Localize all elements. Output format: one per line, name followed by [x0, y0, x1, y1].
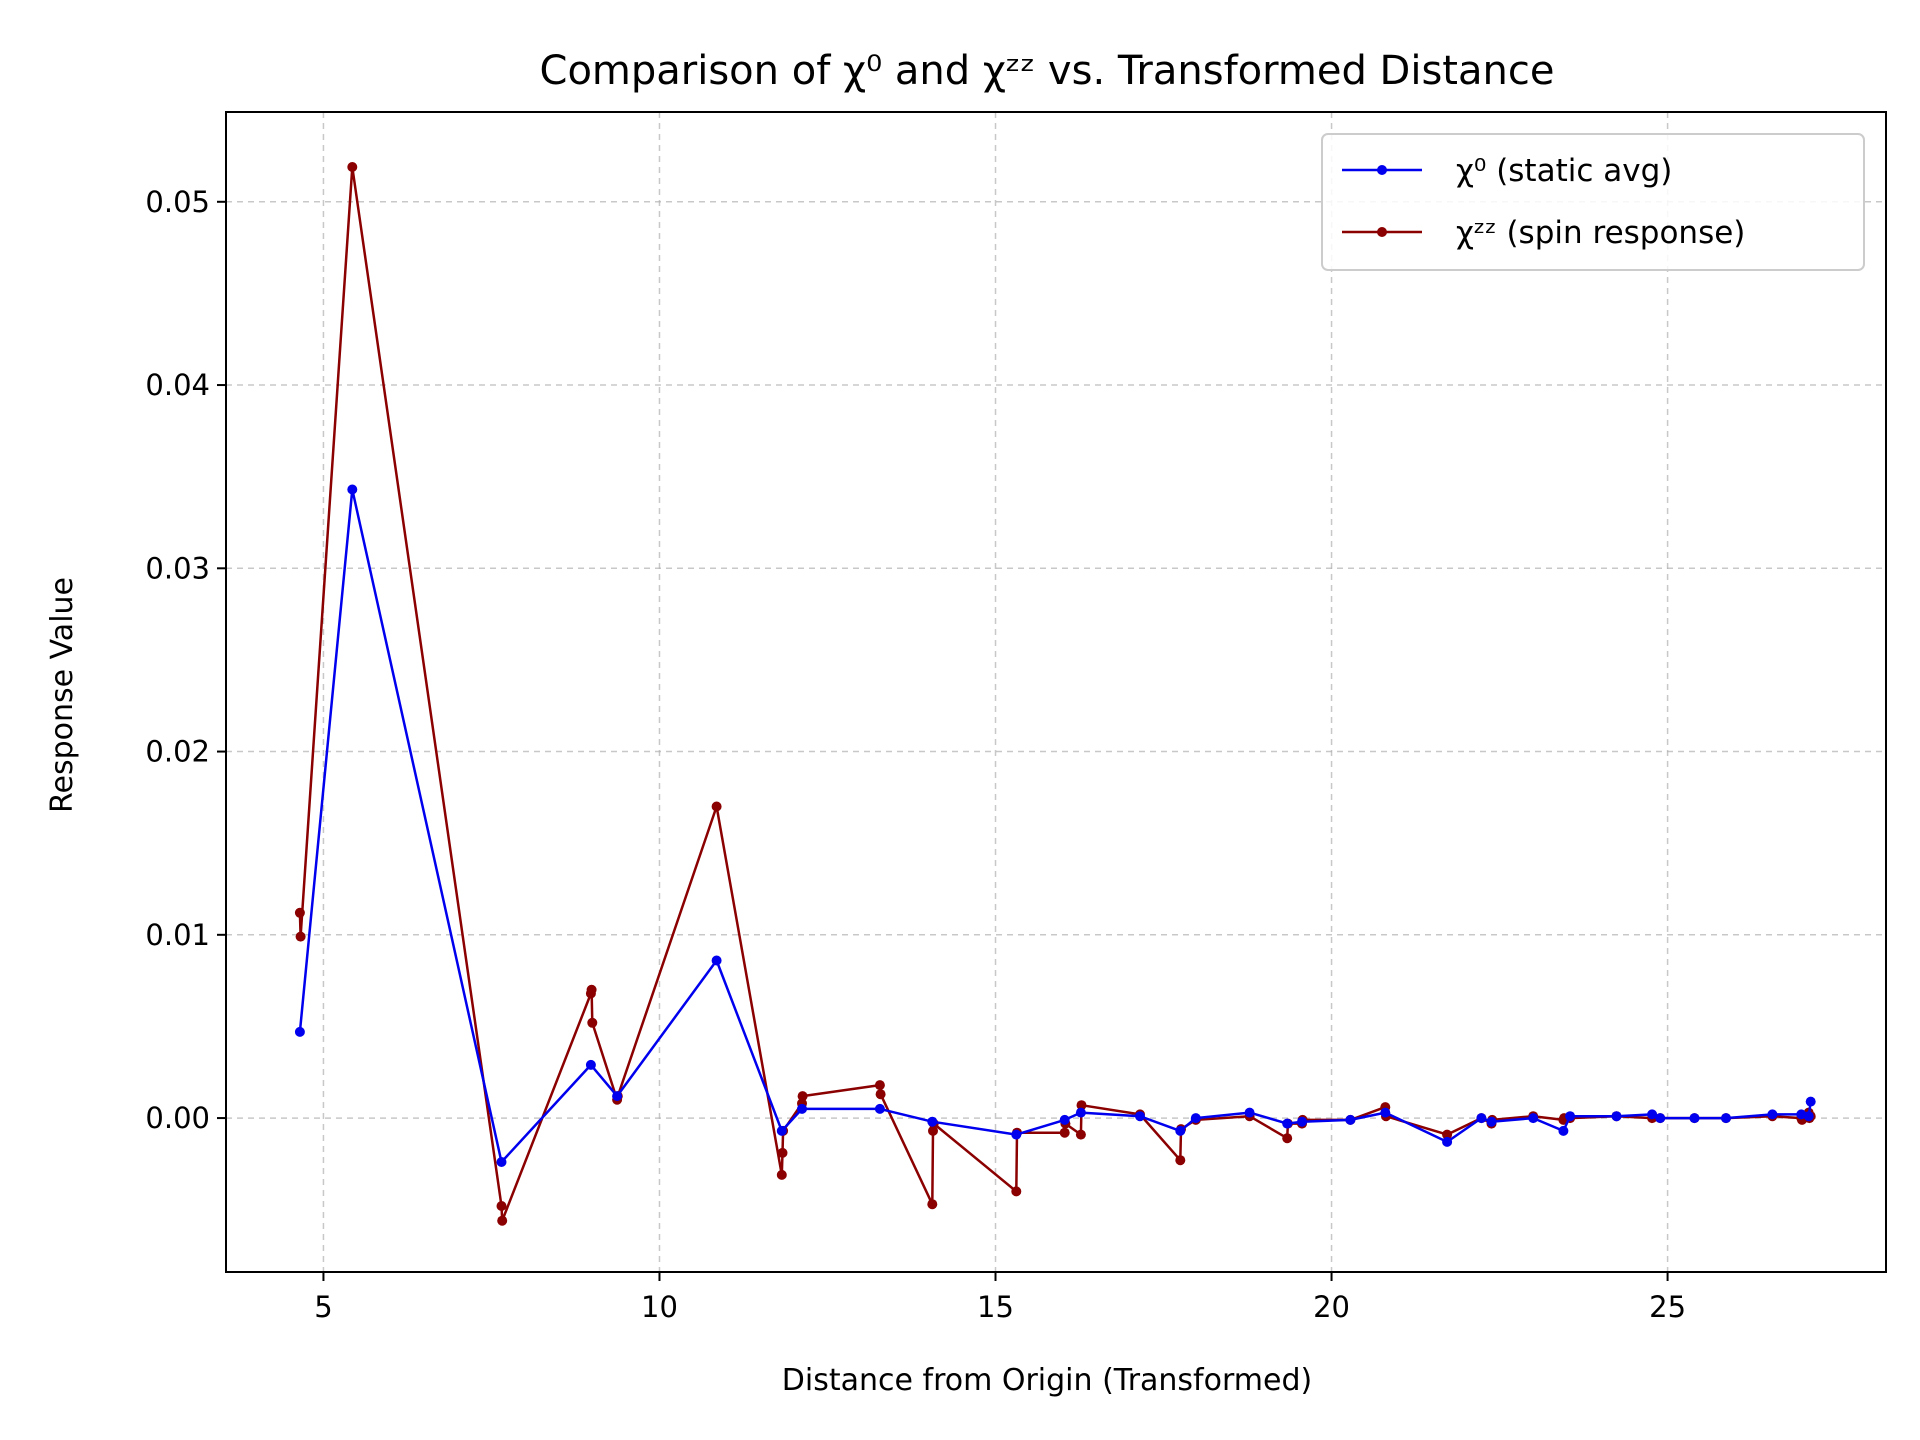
- y-tick-label: 0.04: [145, 368, 210, 402]
- data-point: [1297, 1116, 1307, 1127]
- data-point: [1611, 1111, 1622, 1122]
- data-point: [295, 931, 306, 942]
- x-tick-label: 5: [314, 1290, 332, 1324]
- data-point: [1175, 1125, 1186, 1136]
- data-point: [928, 1125, 938, 1136]
- data-point: [1721, 1113, 1731, 1124]
- data-point: [1282, 1133, 1293, 1144]
- y-tick-label: 0.05: [145, 185, 210, 219]
- data-point: [1442, 1129, 1453, 1140]
- data-point: [1282, 1118, 1293, 1129]
- x-axis-label: Distance from Origin (Transformed): [782, 1363, 1312, 1398]
- data-point: [1528, 1113, 1539, 1124]
- data-point: [1565, 1111, 1576, 1122]
- data-point: [1059, 1114, 1070, 1125]
- data-point: [874, 1080, 885, 1091]
- data-point: [587, 1017, 598, 1028]
- data-point: [612, 1091, 623, 1102]
- data-point: [797, 1103, 807, 1114]
- data-point: [874, 1103, 885, 1114]
- data-point: [1011, 1129, 1022, 1140]
- data-point: [1345, 1114, 1356, 1125]
- data-point: [496, 1201, 507, 1211]
- y-tick-label: 0.03: [145, 551, 210, 585]
- y-tick-label: 0.02: [145, 735, 210, 769]
- x-tick-label: 15: [977, 1290, 1014, 1324]
- legend-marker-chizz: [1377, 227, 1387, 237]
- data-point: [875, 1089, 886, 1100]
- data-point: [1244, 1107, 1255, 1118]
- legend: χ⁰ (static avg) χᶻᶻ (spin response): [1321, 133, 1865, 271]
- data-point: [347, 162, 358, 172]
- data-point: [1076, 1100, 1087, 1111]
- data-point: [797, 1091, 808, 1102]
- data-point: [1135, 1111, 1145, 1122]
- data-point: [1059, 1127, 1070, 1138]
- data-point: [1011, 1186, 1022, 1197]
- legend-label-chi0: χ⁰ (static avg): [1456, 153, 1672, 189]
- data-point: [1655, 1113, 1666, 1124]
- data-point: [1380, 1107, 1391, 1118]
- x-tick-label: 25: [1649, 1290, 1686, 1324]
- data-point: [1803, 1111, 1814, 1122]
- ticks: 5 10 15 20 25 0.00 0.01 0.02 0.03 0.04 0.05: [145, 185, 1686, 1324]
- legend-frame: [1321, 133, 1865, 271]
- grid: [226, 112, 1886, 1272]
- data-point: [1442, 1136, 1453, 1147]
- data-point: [347, 484, 358, 495]
- data-point: [927, 1116, 938, 1127]
- data-point: [777, 1147, 788, 1158]
- data-point: [1767, 1109, 1778, 1120]
- data-point: [294, 1026, 305, 1037]
- data-point: [294, 907, 305, 918]
- x-tick-label: 20: [1313, 1290, 1350, 1324]
- data-point: [776, 1169, 787, 1180]
- y-tick-label: 0.00: [145, 1101, 210, 1135]
- data-point: [496, 1157, 507, 1167]
- legend-label-chizz: χᶻᶻ (spin response): [1456, 215, 1745, 251]
- legend-marker-chi0: [1377, 165, 1387, 175]
- data-point: [1175, 1155, 1186, 1166]
- data-point: [585, 1059, 596, 1070]
- data-point: [1689, 1113, 1700, 1124]
- series-line: [298, 165, 1812, 1222]
- data-point: [1486, 1116, 1497, 1127]
- data-point: [1075, 1107, 1086, 1118]
- data-point: [586, 984, 597, 995]
- data-point: [1647, 1109, 1658, 1120]
- data-point: [1805, 1096, 1816, 1107]
- data-point: [927, 1199, 938, 1210]
- data-point: [711, 955, 722, 966]
- data-point: [1558, 1125, 1569, 1136]
- y-axis-label: Response Value: [45, 577, 80, 813]
- y-tick-label: 0.01: [145, 918, 210, 952]
- series-layer: [294, 162, 1816, 1226]
- chart-title: Comparison of χ⁰ and χᶻᶻ vs. Transformed…: [540, 48, 1555, 94]
- data-point: [776, 1125, 787, 1136]
- data-point: [1075, 1129, 1086, 1140]
- data-point: [711, 801, 722, 812]
- series-chi0: [294, 484, 1816, 1167]
- x-tick-label: 10: [641, 1290, 678, 1324]
- data-point: [1476, 1113, 1487, 1124]
- data-point: [1190, 1113, 1201, 1124]
- series-line: [298, 488, 1812, 1164]
- plot-frame: [225, 111, 1887, 1273]
- data-point: [497, 1215, 508, 1226]
